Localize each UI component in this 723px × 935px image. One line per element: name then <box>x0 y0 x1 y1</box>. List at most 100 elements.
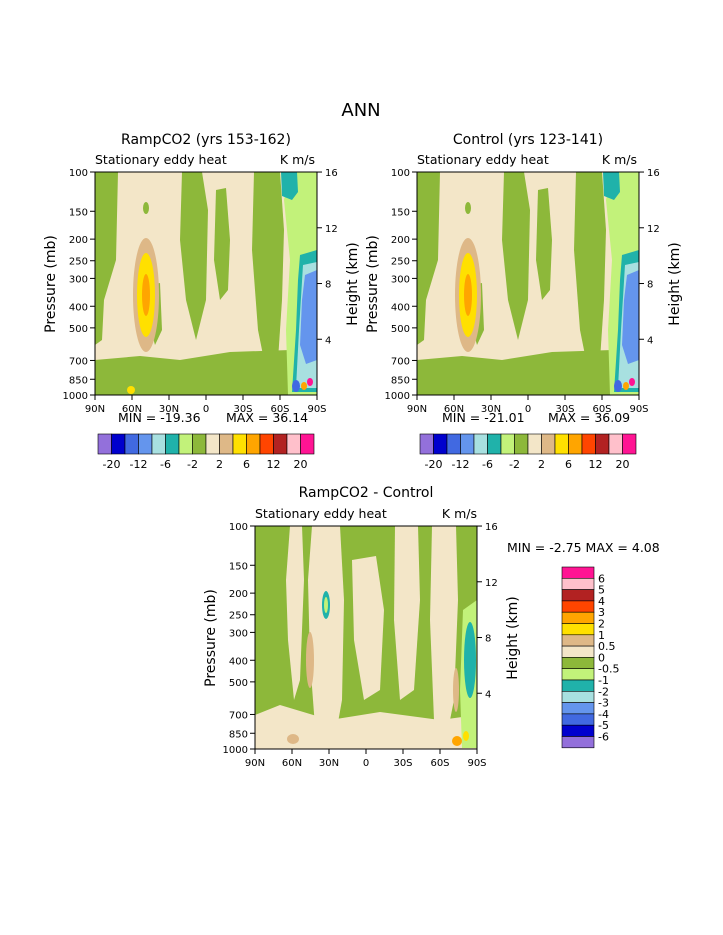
panel-units-label: K m/s <box>442 506 477 521</box>
colorbar-label: 0.5 <box>598 640 616 653</box>
height-tick-label: 4 <box>647 335 653 346</box>
colorbar-label: 6 <box>598 572 605 585</box>
colorbar-swatch <box>487 433 502 455</box>
colorbar-label: 3 <box>598 606 605 619</box>
height-tick-label: 12 <box>485 578 498 589</box>
pressure-tick-label: 300 <box>391 274 410 285</box>
colorbar-label: 5 <box>598 584 605 597</box>
height-axis-label: Height (km) <box>345 242 361 325</box>
contour-extreme-cell <box>463 731 469 741</box>
colorbar-swatch <box>561 645 595 658</box>
pressure-tick-label: 250 <box>69 257 88 268</box>
colorbar-label: -6 <box>598 731 609 744</box>
contour-extreme-cell <box>307 378 313 386</box>
colorbar-swatch <box>622 433 637 455</box>
pressure-tick-label: 100 <box>391 168 410 179</box>
height-tick-label: 8 <box>647 280 653 291</box>
colorbar-swatch <box>151 433 166 455</box>
height-axis: 16 12 8 4 <box>477 522 498 700</box>
pressure-tick-label: 850 <box>69 375 88 386</box>
colorbar-swatch <box>561 679 595 692</box>
colorbar-swatch <box>433 433 448 455</box>
pressure-tick-label: 100 <box>69 168 88 179</box>
contour-green-band <box>417 348 639 395</box>
pressure-tick-label: 250 <box>391 257 410 268</box>
colorbar-label: -2 <box>598 685 609 698</box>
colorbar-swatch <box>561 657 595 670</box>
latitude-tick-label: 90S <box>307 404 326 415</box>
pressure-tick-label: 500 <box>229 678 248 689</box>
colorbar-swatch <box>500 433 515 455</box>
colorbar-swatch <box>561 577 595 590</box>
pressure-tick-label: 700 <box>69 356 88 367</box>
contour-green-band <box>536 188 552 300</box>
contour-orange-max <box>464 274 472 316</box>
contour-green-band <box>417 172 440 345</box>
colorbar: -20 -12 -6 -2 2 6 12 20 <box>419 433 637 471</box>
colorbar-label: -12 <box>452 458 470 471</box>
colorbar-swatch <box>561 702 595 715</box>
colorbar-swatch <box>561 724 595 737</box>
panel-variable-label: Stationary eddy heat <box>255 506 387 521</box>
contour-cream-region <box>352 556 384 700</box>
contour-light-green <box>324 597 328 613</box>
panel-variable-label: Stationary eddy heat <box>95 152 227 167</box>
colorbar-label: 6 <box>243 458 250 471</box>
contour-field <box>416 171 640 396</box>
colorbar-swatch <box>192 433 207 455</box>
height-tick-label: 12 <box>325 224 338 235</box>
latitude-tick-label: 60N <box>444 404 464 415</box>
panel-difference: RampCO2 - Control Stationary eddy heat K… <box>203 485 660 769</box>
latitude-tick-label: 90S <box>629 404 648 415</box>
colorbar-swatch <box>178 433 193 455</box>
pressure-axis-label: Pressure (mb) <box>203 589 219 687</box>
colorbar-label: 4 <box>598 595 605 608</box>
colorbar-swatch <box>273 433 288 455</box>
colorbar-swatch <box>219 433 234 455</box>
contour-green-band <box>465 202 471 214</box>
min-value-label: MIN = -19.36 <box>118 410 201 425</box>
colorbar-swatch <box>138 433 153 455</box>
height-tick-label: 16 <box>325 168 338 179</box>
contour-blue <box>622 270 639 364</box>
height-axis: 16 12 8 4 <box>639 168 660 346</box>
colorbar-swatch <box>608 433 623 455</box>
contour-tan-region <box>306 632 314 688</box>
pressure-axis: 100 150 200 250 300 400 500 700 850 1000 <box>385 168 417 402</box>
contour-extreme-cell <box>629 378 635 386</box>
latitude-tick-label: 0 <box>363 758 369 769</box>
latitude-tick-label: 90N <box>407 404 427 415</box>
pressure-tick-label: 400 <box>229 656 248 667</box>
colorbar-label: -3 <box>598 697 609 710</box>
pressure-tick-label: 250 <box>229 611 248 622</box>
pressure-axis-label: Pressure (mb) <box>365 235 381 333</box>
colorbar-swatch <box>111 433 126 455</box>
colorbar-swatch <box>561 634 595 647</box>
contour-extreme-cell <box>452 736 462 746</box>
colorbar-swatch <box>205 433 220 455</box>
height-tick-label: 8 <box>485 634 491 645</box>
contour-cream-region <box>430 526 458 740</box>
pressure-tick-label: 100 <box>229 522 248 533</box>
pressure-tick-label: 400 <box>69 302 88 313</box>
contour-extreme-cell <box>301 382 307 390</box>
contour-green-band <box>143 202 149 214</box>
colorbar-swatch <box>561 736 595 749</box>
latitude-axis: 90N 60N 30N 0 30S 60S 90S <box>245 749 487 769</box>
pressure-tick-label: 300 <box>229 628 248 639</box>
panel-title: RampCO2 (yrs 153-162) <box>121 132 291 148</box>
colorbar-label: -0.5 <box>598 663 619 676</box>
contour-field <box>94 171 318 396</box>
pressure-tick-label: 200 <box>391 235 410 246</box>
contour-extreme-cell <box>614 380 622 392</box>
latitude-tick-label: 90N <box>245 758 265 769</box>
pressure-tick-label: 150 <box>229 561 248 572</box>
height-tick-label: 4 <box>325 335 331 346</box>
colorbar-label: 2 <box>538 458 545 471</box>
colorbar-swatch <box>561 589 595 602</box>
colorbar-swatch <box>568 433 583 455</box>
latitude-tick-label: 30S <box>393 758 412 769</box>
height-tick-label: 12 <box>647 224 660 235</box>
max-value-label: MAX = 36.09 <box>548 410 630 425</box>
latitude-tick-label: 60N <box>122 404 142 415</box>
